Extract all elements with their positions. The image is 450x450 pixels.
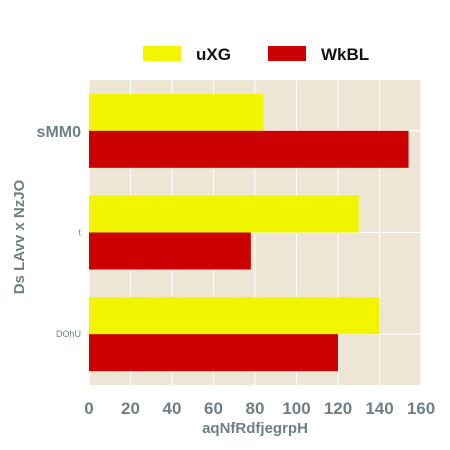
- x-tick-label: 100: [282, 399, 310, 418]
- bar-uXG-DOhU: [89, 297, 380, 334]
- x-tick-label: 140: [365, 399, 393, 418]
- legend-label: WkBL: [321, 45, 369, 64]
- x-tick-label: 0: [84, 399, 93, 418]
- bar-WkBL-DOhU: [89, 334, 338, 371]
- bar-uXG-sMM0: [89, 94, 263, 131]
- bar-uXG-t: [89, 196, 359, 233]
- y-tick-label: DOhU: [56, 329, 81, 339]
- legend-swatch: [143, 46, 181, 61]
- x-tick-labels: 0 20 40 60 80 100 120 140 160: [84, 399, 435, 418]
- x-tick-label: 60: [204, 399, 223, 418]
- y-tick-label: sMM0: [37, 124, 82, 141]
- x-tick-label: 120: [324, 399, 352, 418]
- x-axis-label: aqNfRdfjegrpH: [202, 420, 308, 437]
- legend: uXG WkBL: [143, 45, 369, 64]
- x-tick-label: 80: [246, 399, 265, 418]
- y-tick-label: t: [78, 228, 81, 238]
- y-tick-labels: sMM0 t DOhU: [37, 124, 82, 339]
- legend-swatch: [268, 46, 306, 61]
- legend-label: uXG: [196, 45, 231, 64]
- y-axis-label: Ds LAvv x NzJO: [11, 179, 28, 294]
- bar-WkBL-t: [89, 233, 251, 270]
- x-tick-label: 20: [121, 399, 140, 418]
- x-tick-label: 40: [163, 399, 182, 418]
- x-tick-label: 160: [407, 399, 435, 418]
- bar-WkBL-sMM0: [89, 131, 409, 168]
